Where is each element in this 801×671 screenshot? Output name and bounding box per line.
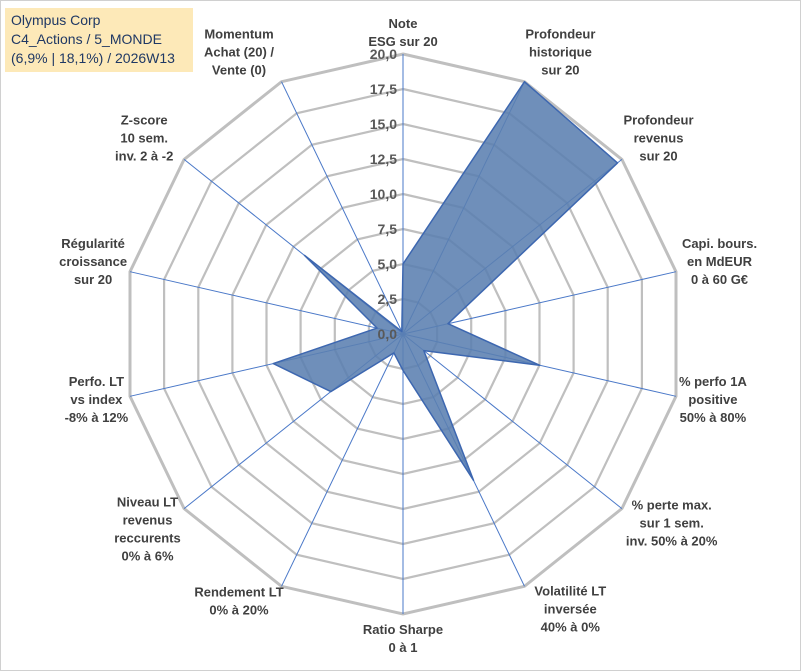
axis-label-3-line-2: 0 à 60 G€ [691, 272, 748, 287]
radar-tick-labels: 0,0 2,5 5,0 7,5 10,0 12,5 15,0 17,5 20,0 [370, 46, 397, 342]
tick-label-8: 20,0 [370, 46, 397, 62]
spoke-8 [281, 333, 404, 587]
axis-label-6-line-0: Volatilité LT [534, 583, 606, 598]
axis-label-10: Perfo. LT vs index -8% à 12% [65, 374, 129, 425]
axis-label-1-line-1: historique [529, 45, 592, 60]
axis-label-11: Régularité croissance sur 20 [59, 236, 127, 287]
company-name: Olympus Corp [11, 12, 101, 28]
tick-label-7: 17,5 [370, 81, 397, 97]
axis-label-2-line-2: sur 20 [639, 148, 677, 163]
axis-label-8-line-0: Rendement LT [194, 584, 283, 599]
axis-label-4-line-1: positive [688, 392, 737, 407]
radar-series [272, 80, 619, 482]
axis-label-8-line-1: 0% à 20% [209, 602, 269, 617]
axis-label-13: Momentum Achat (20) / Vente (0) [204, 27, 274, 78]
axis-label-7-line-0: Ratio Sharpe [363, 622, 443, 637]
axis-label-5: % perte max. sur 1 sem. inv. 50% à 20% [626, 498, 718, 549]
axis-label-5-line-0: % perte max. [632, 498, 712, 513]
axis-label-12-line-2: inv. 2 à -2 [115, 148, 173, 163]
category-label: C4_Actions / 5_MONDE [11, 31, 162, 47]
axis-label-7-line-1: 0 à 1 [389, 640, 418, 655]
axis-label-1-line-0: Profondeur [525, 27, 595, 42]
axis-label-3-line-0: Capi. bours. [682, 236, 757, 251]
axis-label-11-line-1: croissance [59, 254, 127, 269]
axis-label-12-line-1: 10 sem. [120, 130, 168, 145]
axis-label-11-line-2: sur 20 [74, 272, 112, 287]
axis-label-12: Z-score 10 sem. inv. 2 à -2 [115, 112, 173, 163]
stats-label: (6,9% | 18,1%) / 2026W13 [11, 50, 175, 66]
spoke-11 [129, 271, 404, 335]
axis-label-8: Rendement LT 0% à 20% [194, 584, 283, 617]
tick-label-4: 10,0 [370, 186, 397, 202]
chart-title-box: Olympus Corp C4_Actions / 5_MONDE (6,9% … [5, 8, 193, 72]
axis-label-4-line-0: % perfo 1A [679, 374, 748, 389]
axis-label-13-line-1: Achat (20) / [204, 45, 274, 60]
axis-label-4-line-2: 50% à 80% [680, 410, 747, 425]
axis-label-5-line-2: inv. 50% à 20% [626, 534, 718, 549]
axis-label-2-line-0: Profondeur [623, 112, 693, 127]
axis-label-9-line-2: reccurents [114, 530, 180, 545]
spoke-5 [402, 333, 623, 509]
tick-label-2: 5,0 [378, 256, 398, 272]
tick-label-6: 15,0 [370, 116, 397, 132]
axis-label-11-line-0: Régularité [61, 236, 125, 251]
axis-label-10-line-0: Perfo. LT [69, 374, 124, 389]
radar-axis-labels: Note ESG sur 20 Profondeur historique sur 20… [59, 16, 757, 655]
axis-label-5-line-1: sur 1 sem. [640, 516, 704, 531]
axis-label-4: % perfo 1A positive 50% à 80% [679, 374, 748, 425]
axis-label-13-line-2: Vente (0) [212, 63, 266, 78]
axis-label-9: Niveau LT revenus reccurents 0% à 6% [114, 494, 180, 563]
axis-label-3-line-1: en MdEUR [687, 254, 753, 269]
axis-label-9-line-1: revenus [123, 512, 173, 527]
axis-label-13-line-0: Momentum [204, 27, 273, 42]
axis-label-10-line-2: -8% à 12% [65, 410, 129, 425]
axis-label-0-line-0: Note [389, 16, 418, 31]
axis-label-9-line-0: Niveau LT [117, 494, 178, 509]
axis-label-12-line-0: Z-score [121, 112, 168, 127]
tick-label-1: 2,5 [378, 291, 398, 307]
axis-label-0-line-1: ESG sur 20 [368, 34, 437, 49]
axis-label-9-line-3: 0% à 6% [121, 548, 173, 563]
axis-label-7: Ratio Sharpe 0 à 1 [363, 622, 443, 655]
axis-label-6-line-2: 40% à 0% [541, 619, 601, 634]
axis-label-1: Profondeur historique sur 20 [525, 27, 595, 78]
series-area [272, 80, 619, 482]
axis-label-2: Profondeur revenus sur 20 [623, 112, 693, 163]
axis-label-10-line-1: vs index [70, 392, 123, 407]
axis-label-6-line-1: inversée [544, 601, 597, 616]
axis-label-3: Capi. bours. en MdEUR 0 à 60 G€ [682, 236, 757, 287]
tick-label-0: 0,0 [378, 326, 398, 342]
axis-label-6: Volatilité LT inversée 40% à 0% [534, 583, 606, 634]
axis-label-0: Note ESG sur 20 [368, 16, 437, 49]
axis-label-1-line-2: sur 20 [541, 63, 579, 78]
tick-label-3: 7,5 [378, 221, 398, 237]
spoke-13 [281, 81, 404, 335]
axis-label-2-line-1: revenus [634, 130, 684, 145]
tick-label-5: 12,5 [370, 151, 397, 167]
